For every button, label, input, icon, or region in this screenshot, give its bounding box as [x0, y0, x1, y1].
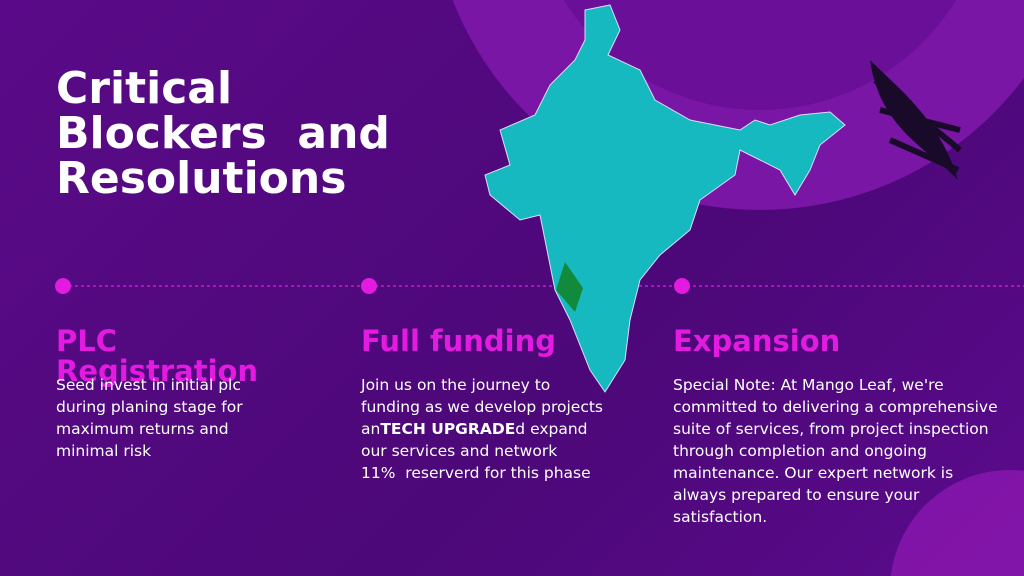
- column-body: Seed invest in initial plc during planin…: [56, 376, 248, 460]
- bg-circle-inner: [563, 0, 957, 110]
- text: Join us on the journey to funding as we …: [361, 376, 608, 438]
- map-highlight: [556, 262, 583, 312]
- timeline-dot: [361, 278, 377, 294]
- column-heading: PLC Registration: [56, 324, 259, 388]
- bg-corner: [890, 470, 1024, 576]
- title: Critical Blockers and Resolutions: [56, 63, 390, 204]
- column-heading: Full funding: [361, 324, 556, 358]
- text: d expand our services and network: [361, 420, 593, 460]
- column-body: Special Note: At Mango Leaf, we're commi…: [673, 376, 1003, 526]
- column-heading: Expansion: [673, 324, 841, 358]
- timeline-dot: [674, 278, 690, 294]
- column: Seed invest in initial plc during planin…: [56, 324, 271, 460]
- palm-leaf-fronds: [873, 77, 962, 173]
- note: 11% reserverd for this phase: [361, 464, 591, 482]
- timeline-dot: [55, 278, 71, 294]
- column-body: Join us on the journey to funding as we …: [361, 374, 611, 484]
- column: Full funding Join us on the journey to f…: [361, 324, 611, 482]
- column: Expansion Special Note: At Mango Leaf, w…: [673, 324, 1003, 526]
- bold-text: TECH UPGRADE: [380, 420, 516, 438]
